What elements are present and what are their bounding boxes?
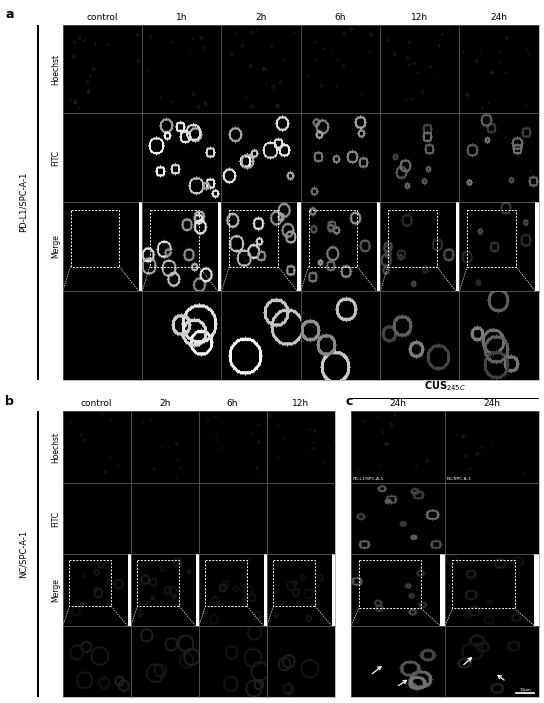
Text: PD-L1/SPC-A-1: PD-L1/SPC-A-1 — [19, 172, 28, 232]
Text: NC/SPC-A-1: NC/SPC-A-1 — [19, 530, 28, 579]
Text: NC/SPC-A-1: NC/SPC-A-1 — [447, 477, 471, 482]
Text: CUS$_{245C}$: CUS$_{245C}$ — [424, 379, 466, 393]
Bar — [206, 560, 247, 606]
Text: control: control — [86, 13, 118, 22]
Text: 12h: 12h — [411, 13, 428, 22]
Text: a: a — [5, 8, 14, 21]
Text: Merge: Merge — [51, 235, 60, 259]
Text: b: b — [5, 395, 14, 408]
Bar — [274, 560, 315, 606]
Text: 10μm: 10μm — [519, 688, 531, 692]
Text: c: c — [345, 395, 353, 408]
Bar — [71, 209, 119, 266]
Text: 24h: 24h — [490, 13, 508, 22]
Text: 6h: 6h — [335, 13, 346, 22]
Text: 2h: 2h — [159, 399, 170, 408]
Text: Hoechst: Hoechst — [51, 53, 60, 84]
Text: control: control — [81, 399, 112, 408]
Bar — [70, 560, 111, 606]
Text: 12h: 12h — [292, 399, 309, 408]
Bar — [467, 209, 516, 266]
Text: 2h: 2h — [255, 13, 267, 22]
Text: 24h: 24h — [483, 399, 500, 408]
Text: PD-L1/SPC-A-1: PD-L1/SPC-A-1 — [353, 477, 384, 482]
Bar — [150, 209, 199, 266]
Text: FITC: FITC — [51, 150, 60, 166]
Text: Hoechst: Hoechst — [51, 432, 60, 463]
Text: 6h: 6h — [227, 399, 238, 408]
Text: Merge: Merge — [51, 578, 60, 602]
Bar — [308, 209, 357, 266]
Text: 24h: 24h — [390, 399, 406, 408]
Bar — [138, 560, 179, 606]
Bar — [358, 560, 421, 608]
Text: 1h: 1h — [176, 13, 187, 22]
Bar — [388, 209, 437, 266]
Text: FITC: FITC — [51, 510, 60, 527]
Bar — [229, 209, 278, 266]
Bar — [453, 560, 515, 608]
